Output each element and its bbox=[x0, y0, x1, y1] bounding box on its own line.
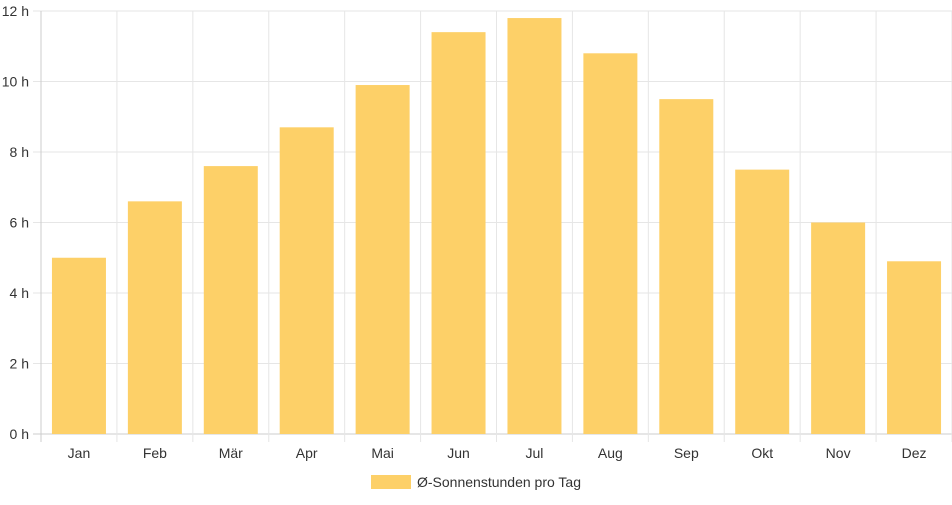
bar-apr[interactable] bbox=[279, 127, 334, 434]
x-tick-label: Sep bbox=[674, 445, 699, 461]
bar-feb[interactable] bbox=[127, 201, 182, 434]
bar-mai[interactable] bbox=[355, 85, 410, 435]
bar-mär[interactable] bbox=[203, 166, 258, 434]
legend-label[interactable]: Ø-Sonnenstunden pro Tag bbox=[417, 474, 581, 490]
legend-swatch[interactable] bbox=[371, 475, 411, 489]
x-tick-label: Feb bbox=[143, 445, 167, 461]
x-axis-ticks: Jan Feb Mär Apr Mai Jun Jul Aug Sep Okt Nov Dez bbox=[68, 445, 927, 461]
y-tick-label: 0 h bbox=[10, 426, 29, 442]
legend[interactable]: Ø-Sonnenstunden pro Tag bbox=[371, 474, 581, 490]
y-tick-label: 12 h bbox=[2, 3, 29, 19]
bar-dez[interactable] bbox=[887, 261, 942, 434]
x-tick-label: Jun bbox=[447, 445, 470, 461]
x-tick-label: Apr bbox=[296, 445, 318, 461]
x-tick-label: Dez bbox=[902, 445, 927, 461]
y-tick-label: 2 h bbox=[10, 356, 29, 372]
bar-sep[interactable] bbox=[659, 99, 714, 434]
grid-lines bbox=[33, 10, 952, 442]
x-tick-label: Mär bbox=[219, 445, 243, 461]
bar-nov[interactable] bbox=[811, 222, 866, 435]
y-tick-label: 8 h bbox=[10, 144, 29, 160]
x-tick-label: Nov bbox=[826, 445, 851, 461]
x-tick-label: Okt bbox=[751, 445, 773, 461]
y-tick-label: 4 h bbox=[10, 285, 29, 301]
x-tick-label: Jan bbox=[68, 445, 91, 461]
bars bbox=[51, 18, 942, 435]
bar-okt[interactable] bbox=[735, 169, 790, 434]
x-tick-label: Mai bbox=[371, 445, 394, 461]
bar-jun[interactable] bbox=[431, 32, 486, 435]
x-tick-label: Aug bbox=[598, 445, 623, 461]
bar-jul[interactable] bbox=[507, 18, 562, 435]
bar-jan[interactable] bbox=[51, 257, 106, 434]
y-axis-ticks: 0 h 2 h 4 h 6 h 8 h 10 h 12 h bbox=[2, 3, 29, 442]
y-tick-label: 10 h bbox=[2, 74, 29, 90]
bar-aug[interactable] bbox=[583, 53, 638, 435]
y-tick-label: 6 h bbox=[10, 215, 29, 231]
x-tick-label: Jul bbox=[526, 445, 544, 461]
